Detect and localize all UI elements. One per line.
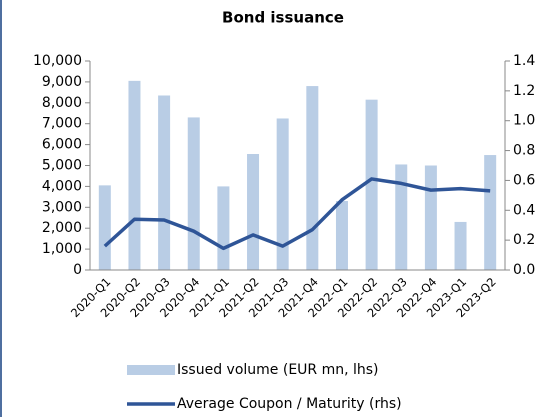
line — [103, 177, 491, 251]
y2-tick-label: 1.4 — [513, 53, 535, 69]
y-tick-label: 9,000 — [42, 74, 82, 90]
y2-tick-label: 0.8 — [513, 143, 535, 159]
bar — [98, 185, 111, 270]
y-tick-label: 1,000 — [42, 241, 82, 257]
bar — [187, 117, 200, 271]
legend-label: Average Coupon / Maturity (rhs) — [177, 396, 402, 412]
y-tick-label: 8,000 — [42, 95, 82, 111]
y-tick-label: 10,000 — [33, 53, 82, 69]
bar — [128, 80, 141, 270]
y-tick-label: 2,000 — [42, 220, 82, 236]
bar — [306, 86, 319, 270]
bar — [217, 186, 230, 270]
legend-label: Issued volume (EUR mn, lhs) — [177, 362, 379, 378]
bar — [365, 99, 378, 270]
legend-swatch — [127, 365, 175, 375]
y2-tick-label: 1.2 — [513, 83, 535, 99]
bar — [484, 155, 497, 270]
y-tick-label: 6,000 — [42, 137, 82, 153]
bar — [454, 221, 467, 270]
chart-title: Bond issuance — [222, 9, 344, 27]
bar — [276, 118, 289, 270]
y-tick-label: 0 — [73, 262, 82, 278]
y2-tick-label: 0.6 — [513, 172, 535, 188]
y-tick-label: 7,000 — [42, 116, 82, 132]
y-tick-label: 5,000 — [42, 158, 82, 174]
bar — [247, 154, 260, 270]
bar — [424, 165, 437, 270]
y-tick-label: 4,000 — [42, 178, 82, 194]
bar — [335, 201, 348, 270]
bar — [395, 164, 408, 270]
y2-tick-label: 1.0 — [513, 113, 535, 129]
y2-tick-label: 0.4 — [513, 202, 535, 218]
y-tick-label: 3,000 — [42, 199, 82, 215]
y2-tick-label: 0.2 — [513, 232, 535, 248]
y2-tick-label: 0.0 — [513, 262, 535, 278]
bar — [158, 95, 171, 270]
